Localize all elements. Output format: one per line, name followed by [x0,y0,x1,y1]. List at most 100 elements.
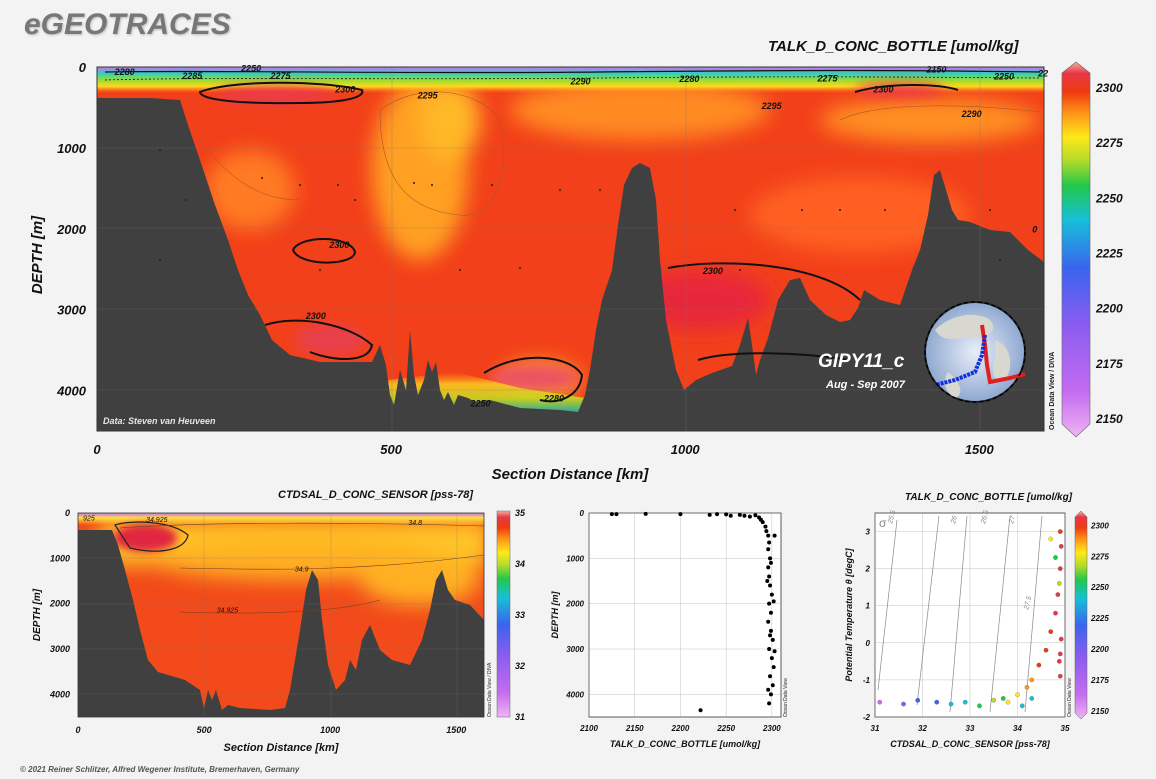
salinity-plot-title: CTDSAL_D_CONC_SENSOR [pss-78] [278,489,473,501]
ts-colorbar-tick: 2275 [1090,552,1109,561]
ts-x-tick: 35 [1061,724,1070,733]
profile-data-point [768,560,773,565]
main-colorbar-tick: 2150 [1095,412,1123,426]
main-bathymetry [97,98,1044,431]
main-contour-label: 2280 [114,67,135,77]
profile-data-point [769,656,774,661]
profile-data-point [707,512,712,517]
profile-x-tick: 2200 [671,724,690,733]
ts-colorbar [1074,510,1088,720]
ts-sigma-label: σ [879,516,887,530]
profile-x-tick: 2250 [716,724,735,733]
salinity-contour-label: 34.925 [146,517,168,524]
main-section-plot: 2280 2285 2250 2275 2300 2295 2290 2280 2275 2150… [29,60,1123,483]
ts-data-point [1057,673,1063,679]
profile-data-point [770,637,775,642]
main-plot-title: TALK_D_CONC_BOTTLE [umol/kg] [768,38,1019,55]
ts-data-point [1058,544,1064,549]
ts-colorbar-tick: 2150 [1090,707,1109,716]
profile-data-point [614,512,619,517]
main-colorbar-tick: 2200 [1095,302,1123,316]
profile-data-point [768,583,773,588]
salinity-y-tick: 2000 [49,599,70,609]
ts-data-point [1053,610,1058,616]
salinity-x-tick: 500 [197,725,212,735]
profile-x-axis-label: TALK_D_CONC_BOTTLE [umol/kg] [610,739,761,749]
ts-data-point [1058,636,1064,642]
salinity-contour-label: 34.8 [408,520,422,527]
salinity-y-axis-label: DEPTH [m] [32,588,43,641]
profile-data-point [698,708,703,713]
alkalinity-profile-plot: 2100 2150 2200 2250 2300 0 1000 2000 3000 4000 T… [550,509,789,749]
profile-data-point [728,513,733,518]
salinity-contour-label: 925 [83,515,95,522]
profile-data-point [771,665,776,670]
main-contour-label: 2300 [334,85,355,95]
profile-data-point [771,599,776,604]
main-y-tick: 3000 [57,303,87,318]
profile-data-point [767,601,772,606]
ts-data-point [1043,647,1049,653]
ts-y-tick: 0 [866,639,871,648]
main-contour-label: 2285 [181,71,203,81]
profile-data-point [747,514,752,519]
profile-data-point [724,512,729,517]
ts-x-tick: 33 [966,724,975,733]
salinity-odv-label: Ocean Data View / DIVA [487,662,493,717]
profile-data-point [678,512,683,517]
profile-x-tick: 2100 [579,724,598,733]
cruise-label: GIPY11_c [818,351,905,372]
profile-x-tick: 2300 [762,724,781,733]
main-contour-label: 2300 [328,240,349,250]
ts-x-tick: 32 [918,724,927,733]
salinity-colorbar-tick: 34 [515,559,525,569]
main-contour-label: 2280 [678,74,699,84]
main-y-tick: 1000 [57,141,87,156]
profile-data-point [766,533,771,538]
salinity-x-tick: 1500 [446,725,466,735]
cruise-period: Aug - Sep 2007 [825,379,906,391]
ts-isopycnal-label: 27 [1008,514,1017,525]
ts-data-point [1000,696,1006,701]
ts-x-tick: 31 [871,724,880,733]
profile-data-point [753,513,758,518]
main-colorbar-tick: 2275 [1095,136,1123,150]
main-contour-label: 2250 [240,64,261,74]
profile-data-point [768,674,773,679]
ts-colorbar-tick: 2300 [1090,521,1109,530]
main-contour-label: 2150 [925,64,946,74]
main-y-axis-label: DEPTH [m] [29,215,46,294]
ts-colorbar-tick: 2175 [1090,676,1109,685]
ts-data-point [977,703,982,709]
salinity-x-tick: 1000 [320,725,340,735]
main-x-tick: 1000 [671,442,701,457]
profile-data-point [766,547,771,552]
ts-data-point [901,701,906,707]
ts-plot-title: TALK_D_CONC_BOTTLE [umol/kg] [905,492,1073,503]
profile-data-point [765,579,770,583]
profile-data-point [766,687,771,692]
ts-data-point [1036,662,1042,668]
ts-colorbar-tick: 2250 [1090,583,1109,592]
profile-data-point [766,619,771,624]
profile-data-point [768,556,773,561]
main-y-tick: 4000 [56,384,87,399]
main-contour-label: 2300 [872,85,893,95]
ts-data-point [915,698,921,703]
main-colorbar-tick: 2175 [1095,357,1123,371]
salinity-colorbar [496,510,511,718]
ts-data-point [1057,566,1063,571]
ts-y-tick: -2 [863,713,871,722]
ts-odv-label: Ocean Data View [1067,678,1073,717]
ts-data-point [1057,581,1062,586]
salinity-colorbar-tick: 31 [515,712,525,722]
main-colorbar-tick: 2250 [1095,191,1123,205]
main-odv-label: Ocean Data View / DIVA [1049,352,1056,430]
main-contour-label: 22 [1037,68,1048,78]
profile-odv-label: Ocean Data View [783,678,789,717]
profile-data-point [742,513,747,518]
profile-data-point [772,533,777,538]
ts-diagram-plot: 25.5 26 26.5 27 27.5 σ 31 32 33 34 35 -2 -1 0 1 2 3 C… [844,509,1109,749]
ts-isopycnal-label: 25.5 [887,509,898,525]
